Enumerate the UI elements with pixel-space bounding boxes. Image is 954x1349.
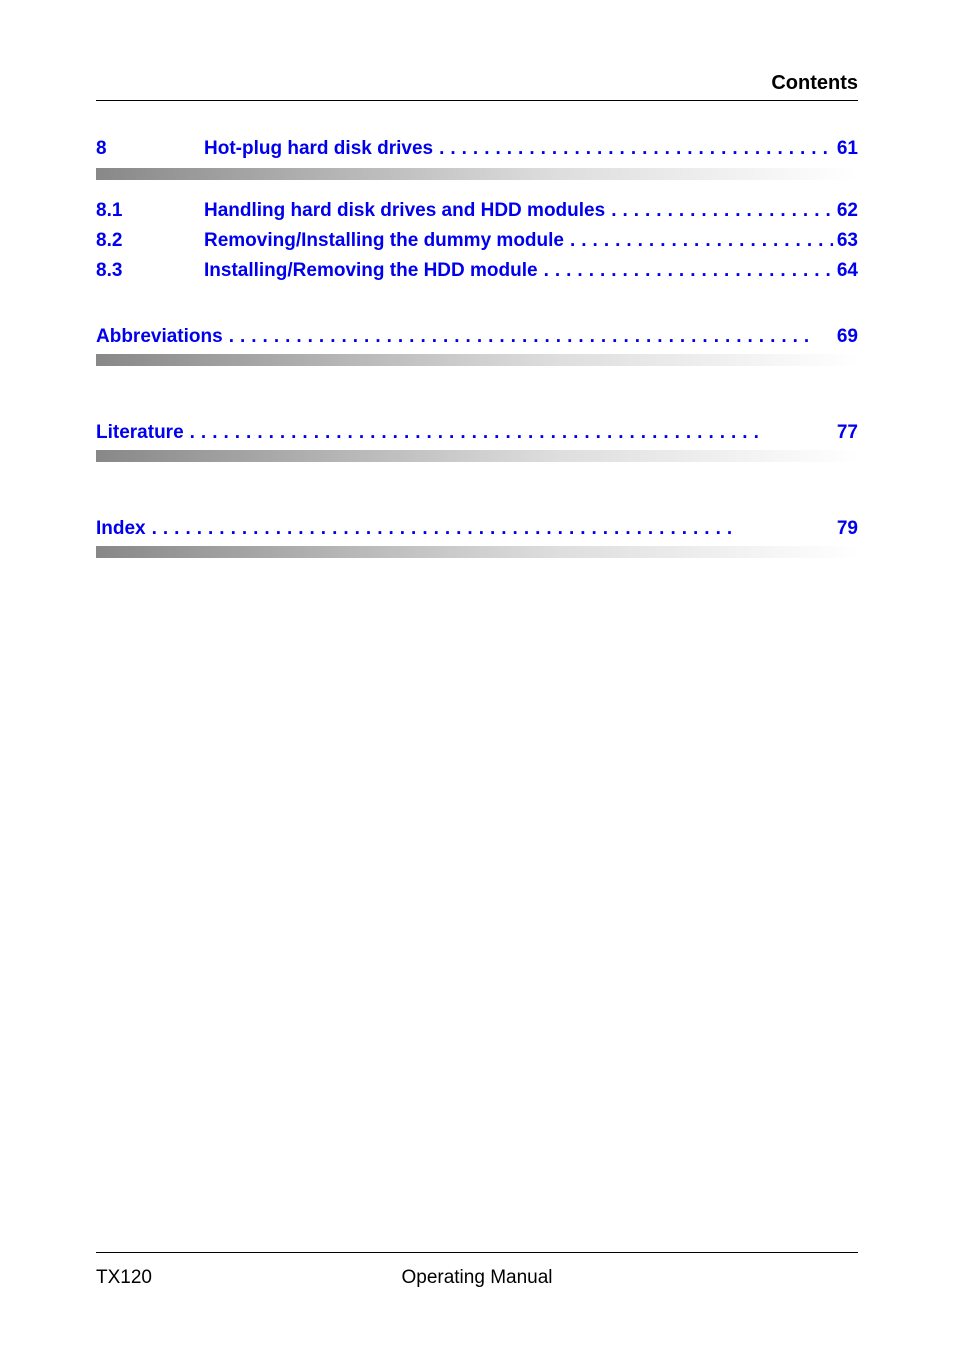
- toc-leader-dots: ........................................…: [564, 230, 833, 252]
- footer-model: TX120: [96, 1267, 350, 1289]
- toc-section-row[interactable]: 8.3 Installing/Removing the HDD module .…: [96, 260, 858, 282]
- header-rule: [96, 100, 858, 101]
- toc-backmatter-page: 79: [833, 518, 858, 540]
- toc-leader-dots: ........................................…: [605, 200, 833, 222]
- toc-backmatter-row[interactable]: Literature .............................…: [96, 422, 858, 444]
- toc-backmatter-entry: Index ..................................…: [96, 518, 858, 540]
- toc-backmatter-entry: Literature .............................…: [96, 422, 858, 444]
- toc-section-number: 8.2: [96, 230, 204, 252]
- table-of-contents: 8 Hot-plug hard disk drives ............…: [96, 138, 858, 578]
- toc-backmatter-title: Index: [96, 518, 146, 540]
- toc-backmatter-row[interactable]: Abbreviations ..........................…: [96, 326, 858, 348]
- toc-section-title: Installing/Removing the HDD module: [204, 260, 538, 282]
- toc-chapter-entry: Hot-plug hard disk drives ..............…: [204, 138, 858, 160]
- toc-section-entry: Installing/Removing the HDD module .....…: [204, 260, 858, 282]
- toc-section-number: 8.3: [96, 260, 204, 282]
- page-header-title: Contents: [771, 72, 858, 95]
- toc-leader-dots: ........................................…: [538, 260, 833, 282]
- toc-backmatter-page: 77: [833, 422, 858, 444]
- toc-section-title: Removing/Installing the dummy module: [204, 230, 564, 252]
- toc-backmatter-page: 69: [833, 326, 858, 348]
- toc-backmatter-title: Abbreviations: [96, 326, 223, 348]
- toc-backmatter-entry: Abbreviations ..........................…: [96, 326, 858, 348]
- toc-leader-dots: ........................................…: [433, 138, 833, 160]
- toc-chapter-number: 8: [96, 138, 204, 160]
- toc-backmatter-row[interactable]: Index ..................................…: [96, 518, 858, 540]
- toc-section-page: 62: [833, 200, 858, 222]
- toc-section-entry: Removing/Installing the dummy module ...…: [204, 230, 858, 252]
- toc-section-page: 63: [833, 230, 858, 252]
- toc-section-title: Handling hard disk drives and HDD module…: [204, 200, 605, 222]
- toc-section-number: 8.1: [96, 200, 204, 222]
- toc-chapter-title: Hot-plug hard disk drives: [204, 138, 433, 160]
- toc-section-page: 64: [833, 260, 858, 282]
- backmatter-underline: [96, 354, 858, 366]
- toc-section-row[interactable]: 8.1 Handling hard disk drives and HDD mo…: [96, 200, 858, 222]
- toc-chapter-row[interactable]: 8 Hot-plug hard disk drives ............…: [96, 138, 858, 160]
- toc-section-entry: Handling hard disk drives and HDD module…: [204, 200, 858, 222]
- backmatter-underline: [96, 546, 858, 558]
- footer-spacer: [604, 1267, 858, 1289]
- backmatter-underline: [96, 450, 858, 462]
- footer-rule: [96, 1252, 858, 1253]
- toc-section-row[interactable]: 8.2 Removing/Installing the dummy module…: [96, 230, 858, 252]
- toc-backmatter-title: Literature: [96, 422, 184, 444]
- toc-leader-dots: ........................................…: [223, 326, 833, 348]
- toc-chapter-page: 61: [833, 138, 858, 160]
- page-footer: TX120 Operating Manual: [96, 1267, 858, 1289]
- toc-leader-dots: ........................................…: [184, 422, 833, 444]
- toc-leader-dots: ........................................…: [146, 518, 833, 540]
- chapter-underline: [96, 168, 858, 180]
- footer-doc-title: Operating Manual: [350, 1267, 604, 1289]
